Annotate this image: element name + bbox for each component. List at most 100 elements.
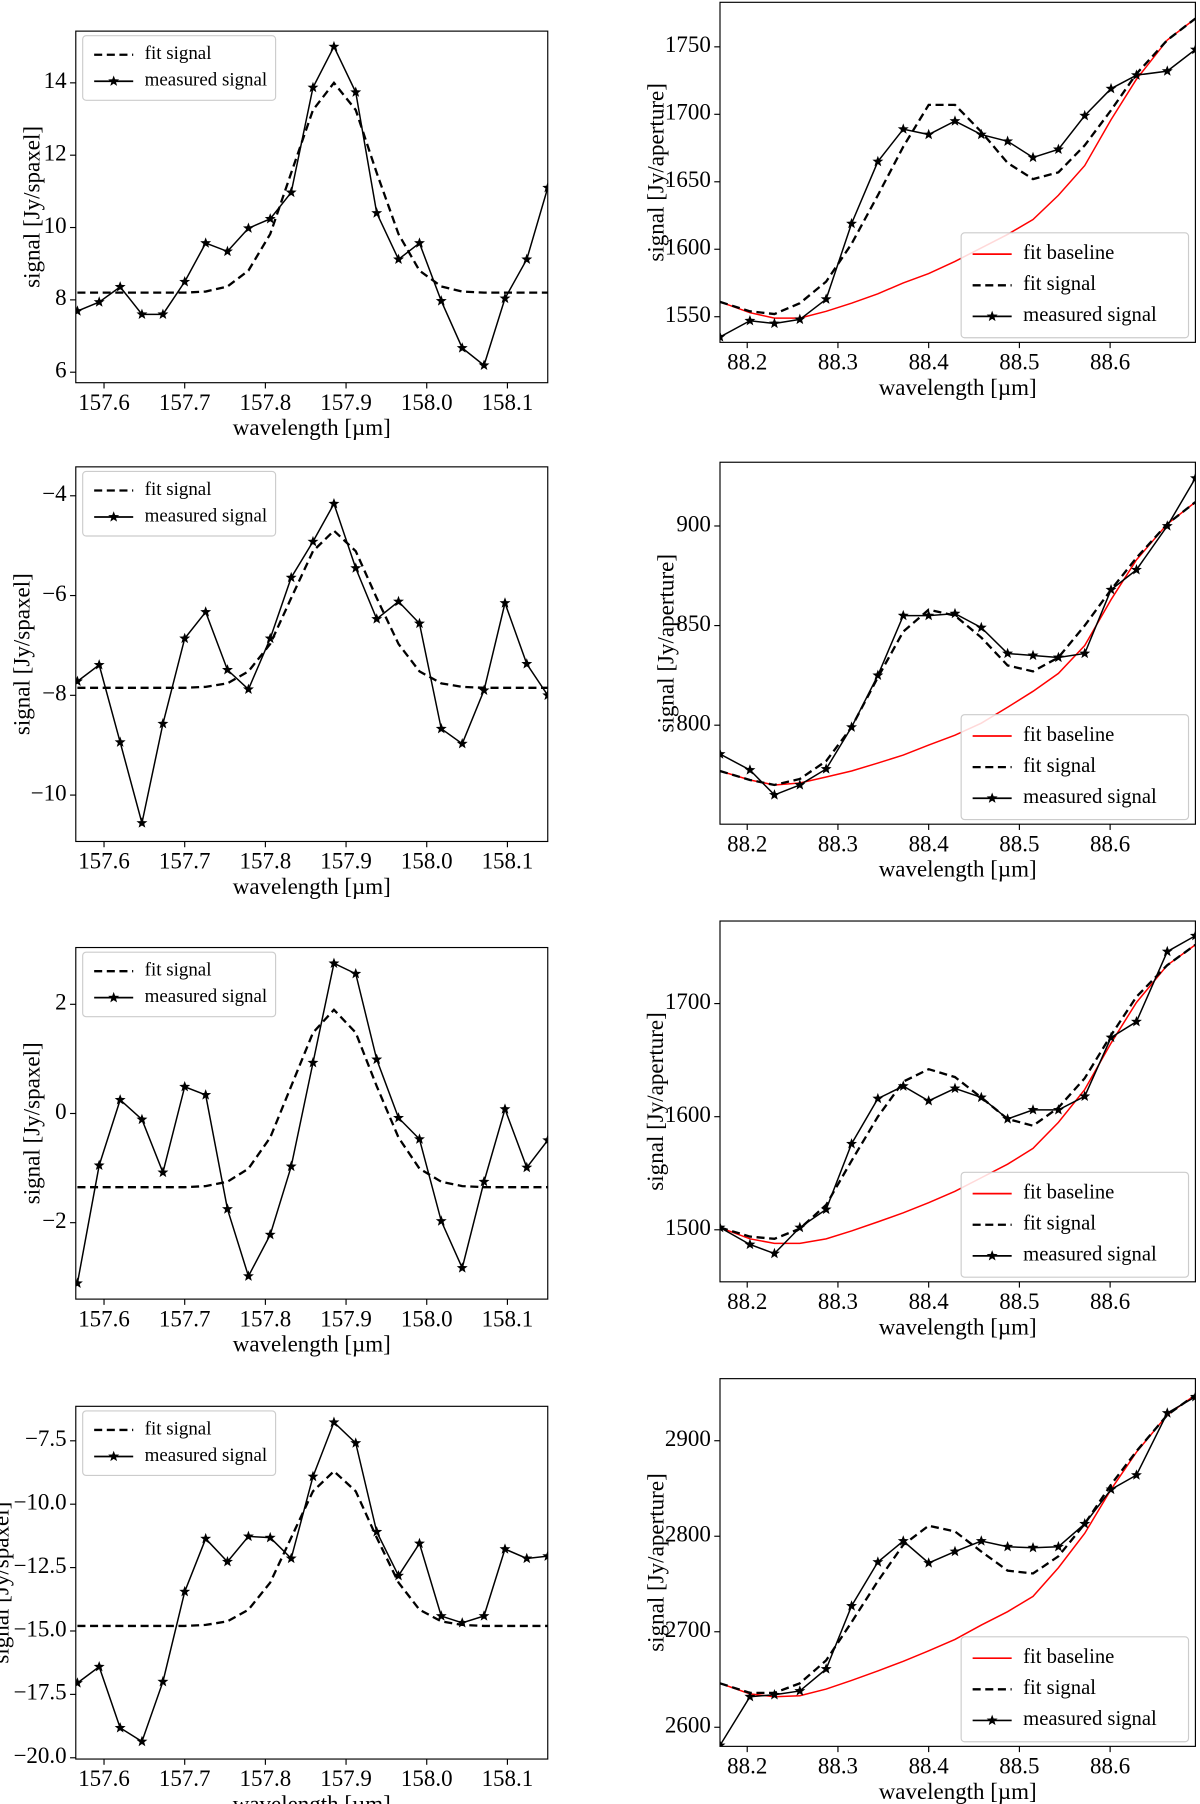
star-marker <box>923 128 935 140</box>
x-tick-label: 158.0 <box>401 848 453 874</box>
star-marker <box>542 689 548 700</box>
legend-marker <box>986 310 998 322</box>
series-line <box>77 529 548 689</box>
x-tick-label: 158.1 <box>482 1305 534 1331</box>
x-tick-label: 157.6 <box>78 389 130 415</box>
star-marker <box>371 613 383 624</box>
x-tick-label: 88.2 <box>727 1288 767 1314</box>
star-marker <box>307 1470 319 1482</box>
star-marker <box>393 1112 404 1123</box>
star-marker <box>768 317 780 329</box>
y-axis-label: signal [Jy/aperture] <box>642 83 668 262</box>
series-line <box>720 944 1196 1245</box>
plot-area <box>720 17 1196 342</box>
legend-marker <box>108 75 120 86</box>
star-marker <box>794 1685 806 1696</box>
star-marker <box>744 1690 756 1702</box>
series-line <box>720 17 1196 316</box>
plot-area <box>75 1416 548 1747</box>
x-axis-label: wavelength [µm] <box>233 1791 391 1804</box>
star-marker <box>456 1262 468 1273</box>
legend-label: measured signal <box>145 505 267 526</box>
y-tick-label: 1650 <box>665 166 711 192</box>
star-marker <box>975 1535 987 1546</box>
star-marker <box>75 305 83 316</box>
subplot: 157.6 157.7 157.8 157.9 158.0 158.1 6 8 10 12 14 wa… <box>19 30 549 440</box>
x-axis-label: wavelength [µm] <box>233 414 391 440</box>
star-marker <box>307 81 319 93</box>
star-marker <box>350 967 362 979</box>
star-marker <box>975 621 987 633</box>
legend-label: measured signal <box>1023 304 1157 326</box>
star-marker <box>1161 520 1173 531</box>
x-tick-label: 88.6 <box>1090 349 1130 375</box>
star-marker <box>872 669 884 681</box>
star-marker <box>1105 1483 1117 1495</box>
star-marker <box>923 609 935 621</box>
star-marker <box>542 181 548 193</box>
star-marker <box>328 40 340 52</box>
star-marker <box>949 1545 961 1557</box>
star-marker <box>371 1053 383 1065</box>
star-marker <box>350 1437 362 1448</box>
star-marker <box>820 1663 832 1674</box>
y-tick-label: −6 <box>42 580 66 606</box>
star-marker <box>478 1610 490 1621</box>
star-marker <box>478 359 490 370</box>
y-tick-label: 8 <box>55 284 66 310</box>
star-marker <box>114 1094 126 1105</box>
y-tick-label: −20.0 <box>13 1742 66 1768</box>
star-marker <box>456 737 468 749</box>
star-marker <box>75 675 83 687</box>
star-marker <box>200 237 212 248</box>
x-tick-label: 88.6 <box>1090 1753 1130 1779</box>
star-marker <box>1161 65 1173 76</box>
star-marker <box>720 1221 726 1233</box>
x-tick-label: 158.0 <box>401 1305 453 1331</box>
axes-frame <box>719 920 1196 1283</box>
star-marker <box>93 1159 105 1171</box>
star-marker <box>820 1203 832 1215</box>
star-marker <box>975 128 987 140</box>
y-tick-label: 2700 <box>665 1616 711 1642</box>
y-tick-label: 1600 <box>665 233 711 259</box>
star-marker <box>499 597 511 608</box>
legend-box <box>82 1410 277 1477</box>
subplot: 88.2 88.3 88.4 88.5 88.6 2600 2700 2800 2900 wave… <box>642 1378 1196 1804</box>
x-tick-label: 88.4 <box>909 1288 950 1314</box>
star-marker <box>157 1675 169 1687</box>
legend-label: measured signal <box>1023 1244 1157 1266</box>
star-marker <box>1189 1391 1196 1402</box>
star-marker <box>222 1555 233 1567</box>
y-tick-label: −4 <box>42 480 67 506</box>
star-marker <box>307 535 319 547</box>
x-axis-label: wavelength [µm] <box>879 374 1037 400</box>
star-marker <box>93 296 105 307</box>
star-marker <box>414 1537 425 1549</box>
star-marker <box>328 1416 340 1427</box>
star-marker <box>179 276 191 287</box>
legend-label: fit signal <box>1023 1677 1096 1699</box>
star-marker <box>264 632 276 644</box>
y-tick-label: −2 <box>42 1207 66 1233</box>
y-tick-label: 1500 <box>665 1214 711 1240</box>
x-tick-label: 88.4 <box>909 349 950 375</box>
legend-marker <box>986 1250 998 1261</box>
star-marker <box>1052 1540 1064 1552</box>
star-marker <box>179 632 191 644</box>
x-tick-label: 157.7 <box>159 848 211 874</box>
x-tick-label: 157.6 <box>78 1305 130 1331</box>
star-marker <box>222 1203 233 1214</box>
star-marker <box>1161 1407 1173 1418</box>
star-marker <box>744 764 756 775</box>
x-tick-label: 88.2 <box>727 830 767 856</box>
y-axis-label: signal [Jy/aperture] <box>642 1473 668 1652</box>
star-marker <box>285 571 297 583</box>
x-tick-label: 88.4 <box>909 1753 950 1779</box>
series-line <box>77 1008 548 1189</box>
y-tick-label: 14 <box>44 67 67 93</box>
x-axis-label: wavelength [µm] <box>879 1313 1037 1339</box>
legend-label: fit baseline <box>1023 242 1114 264</box>
